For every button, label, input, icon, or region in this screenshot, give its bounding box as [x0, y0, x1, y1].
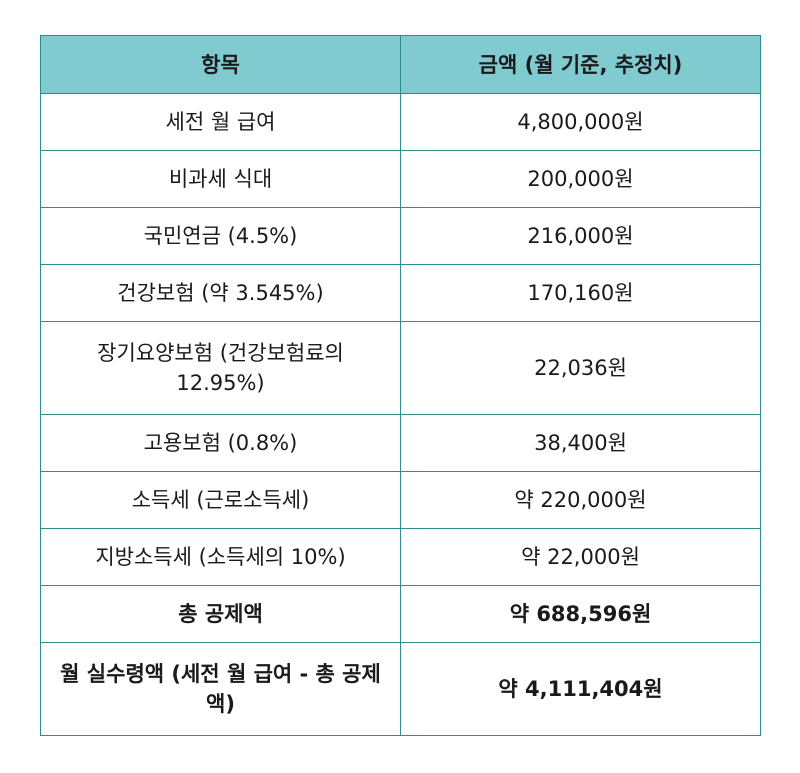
row-amount-national-pension: 216,000원 [400, 207, 761, 265]
row-amount-gross-salary: 4,800,000원 [400, 93, 761, 151]
row-amount-employment-insurance: 38,400원 [400, 414, 761, 472]
row-item-gross-salary: 세전 월 급여 [40, 93, 401, 151]
table-row: 소득세 (근로소득세) 약 220,000원 [40, 471, 761, 529]
table-row-net-pay: 월 실수령액 (세전 월 급여 - 총 공제액) 약 4,111,404원 [40, 642, 761, 736]
row-item-employment-insurance: 고용보험 (0.8%) [40, 414, 401, 472]
table-row: 국민연금 (4.5%) 216,000원 [40, 207, 761, 265]
header-amount: 금액 (월 기준, 추정치) [400, 35, 761, 94]
row-item-local-income-tax: 지방소득세 (소득세의 10%) [40, 528, 401, 586]
row-item-net-pay: 월 실수령액 (세전 월 급여 - 총 공제액) [40, 642, 401, 736]
table-row-total-deduction: 총 공제액 약 688,596원 [40, 585, 761, 643]
row-item-long-term-care: 장기요양보험 (건강보험료의 12.95%) [40, 321, 401, 415]
salary-deduction-table: 항목 금액 (월 기준, 추정치) 세전 월 급여 4,800,000원 비과세… [40, 35, 761, 736]
table-row: 세전 월 급여 4,800,000원 [40, 93, 761, 151]
row-amount-long-term-care: 22,036원 [400, 321, 761, 415]
row-item-meal-allowance: 비과세 식대 [40, 150, 401, 208]
table-row: 지방소득세 (소득세의 10%) 약 22,000원 [40, 528, 761, 586]
table-row: 고용보험 (0.8%) 38,400원 [40, 414, 761, 472]
header-item: 항목 [40, 35, 401, 94]
row-item-national-pension: 국민연금 (4.5%) [40, 207, 401, 265]
table-header-row: 항목 금액 (월 기준, 추정치) [40, 35, 761, 94]
table-row: 비과세 식대 200,000원 [40, 150, 761, 208]
row-amount-local-income-tax: 약 22,000원 [400, 528, 761, 586]
row-item-total-deduction: 총 공제액 [40, 585, 401, 643]
row-amount-meal-allowance: 200,000원 [400, 150, 761, 208]
row-item-health-insurance: 건강보험 (약 3.545%) [40, 264, 401, 322]
row-amount-health-insurance: 170,160원 [400, 264, 761, 322]
row-item-income-tax: 소득세 (근로소득세) [40, 471, 401, 529]
row-amount-total-deduction: 약 688,596원 [400, 585, 761, 643]
row-amount-income-tax: 약 220,000원 [400, 471, 761, 529]
table-row: 장기요양보험 (건강보험료의 12.95%) 22,036원 [40, 321, 761, 415]
row-amount-net-pay: 약 4,111,404원 [400, 642, 761, 736]
table-row: 건강보험 (약 3.545%) 170,160원 [40, 264, 761, 322]
